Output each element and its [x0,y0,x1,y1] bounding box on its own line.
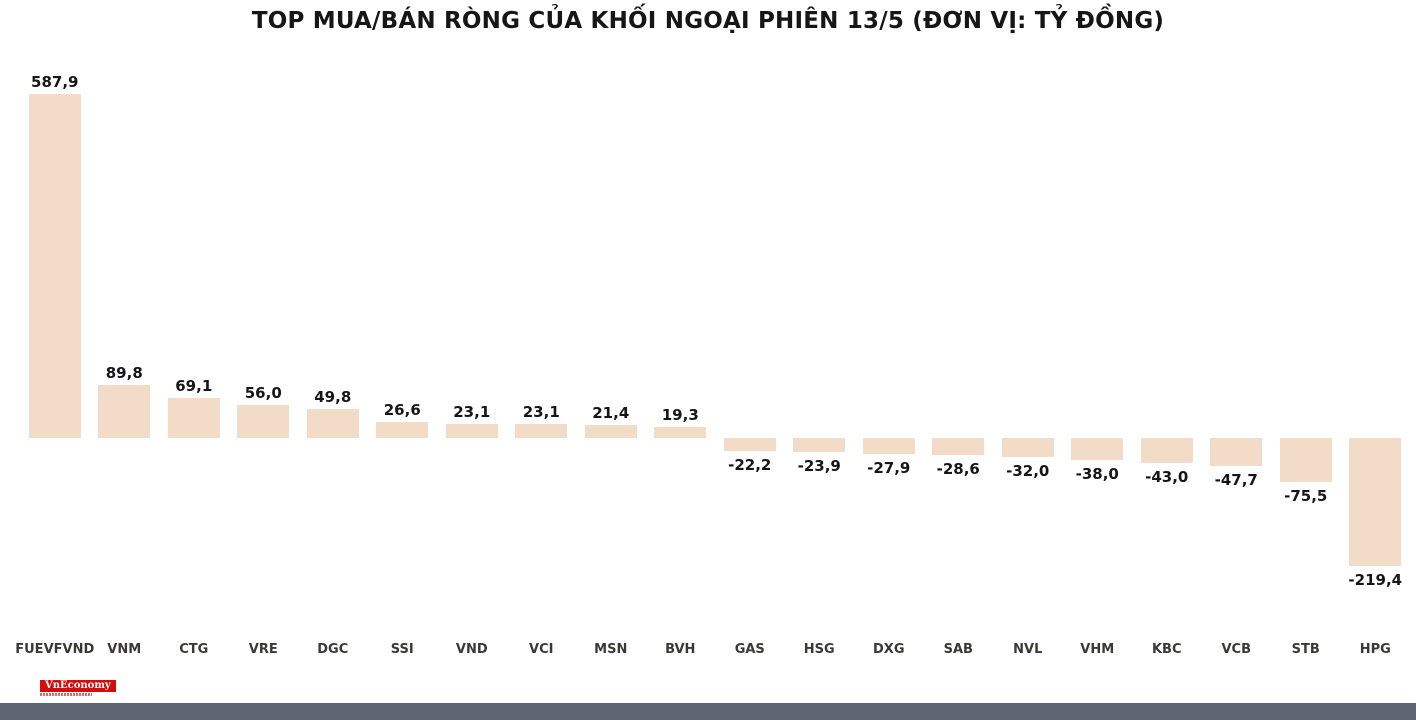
value-label-dgc: 49,8 [314,387,352,406]
value-label-msn: 21,4 [592,404,630,423]
value-label-hpg: -219,4 [1348,571,1403,590]
value-label-vre: 56,0 [244,384,282,403]
bar-ctg [167,397,220,438]
category-label-fuevfvnd: FUEVFVND [15,642,95,657]
category-label-nvl: NVL [1013,642,1043,657]
bar-vcb [1210,438,1263,466]
value-label-ssi: 26,6 [383,401,421,420]
category-label-sab: SAB [943,642,973,657]
category-label-dxg: DXG [873,642,905,657]
chart-column-ctg: 69,1 CTG [159,48,229,660]
bar-ssi [376,422,429,438]
value-label-vhm: -38,0 [1075,465,1119,484]
vneconomy-logo: VnEconomy [40,673,116,696]
chart-column-dxg: -27,9 DXG [854,48,924,660]
category-label-hpg: HPG [1359,642,1391,657]
chart-column-gas: -22,2 GAS [715,48,785,660]
chart-column-vci: 23,1 VCI [507,48,577,660]
chart-column-stb: -75,5 STB [1271,48,1341,660]
value-label-vnd: 23,1 [453,403,491,422]
bar-fuevfvnd [28,94,81,438]
bar-chart: 587,9 FUEVFVND 89,8 VNM 69,1 CTG 56,0 VRE 49,8 DG… [15,48,1411,660]
category-label-vcb: VCB [1221,642,1252,657]
chart-column-hsg: -23,9 HSG [785,48,855,660]
value-label-dxg: -27,9 [867,459,911,478]
category-label-msn: MSN [594,642,628,657]
category-label-ssi: SSI [390,642,414,657]
bar-vhm [1071,438,1124,461]
bar-hsg [793,438,846,452]
chart-column-ssi: 26,6 SSI [368,48,438,660]
category-label-vci: VCI [529,642,554,657]
value-label-vci: 23,1 [522,403,560,422]
chart-column-vnm: 89,8 VNM [90,48,160,660]
category-label-vre: VRE [248,642,278,657]
bar-vnm [98,385,151,438]
value-label-hsg: -23,9 [797,456,841,475]
chart-title: TOP MUA/BÁN RÒNG CỦA KHỐI NGOẠI PHIÊN 13… [251,8,1165,34]
category-label-hsg: HSG [803,642,835,657]
bar-vci [515,424,568,438]
category-label-dgc: DGC [317,642,349,657]
bar-msn [584,425,637,438]
category-label-vnm: VNM [107,642,142,657]
value-label-ctg: 69,1 [175,376,213,395]
category-label-vnd: VND [455,642,488,657]
chart-column-nvl: -32,0 NVL [993,48,1063,660]
value-label-vcb: -47,7 [1214,470,1258,489]
chart-column-sab: -28,6 SAB [924,48,994,660]
chart-column-bvh: 19,3 BVH [646,48,716,660]
chart-column-vhm: -38,0 VHM [1063,48,1133,660]
bar-sab [932,438,985,455]
bar-bvh [654,426,707,438]
bar-gas [723,438,776,451]
bar-dgc [306,408,359,438]
value-label-sab: -28,6 [936,459,980,478]
vneconomy-logo-tagline [40,693,92,696]
chart-column-kbc: -43,0 KBC [1132,48,1202,660]
chart-column-dgc: 49,8 DGC [298,48,368,660]
chart-column-msn: 21,4 MSN [576,48,646,660]
category-label-vhm: VHM [1080,642,1115,657]
value-label-kbc: -43,0 [1145,468,1189,487]
value-label-bvh: 19,3 [661,405,699,424]
category-label-ctg: CTG [179,642,209,657]
value-label-fuevfvnd: 587,9 [31,73,79,92]
bar-hpg [1349,438,1402,567]
category-label-kbc: KBC [1151,642,1182,657]
vneconomy-logo-text: VnEconomy [40,680,116,692]
value-label-gas: -22,2 [728,455,772,474]
bottom-strip [0,703,1416,720]
bar-vre [237,405,290,438]
category-label-bvh: BVH [665,642,696,657]
category-label-stb: STB [1291,642,1320,657]
chart-column-vnd: 23,1 VND [437,48,507,660]
bar-vnd [445,424,498,438]
chart-column-vcb: -47,7 VCB [1202,48,1272,660]
chart-column-fuevfvnd: 587,9 FUEVFVND [15,48,94,660]
value-label-vnm: 89,8 [105,364,143,383]
bar-kbc [1140,438,1193,464]
category-label-gas: GAS [734,642,765,657]
chart-column-hpg: -219,4 HPG [1341,48,1411,660]
chart-column-vre: 56,0 VRE [229,48,299,660]
value-label-stb: -75,5 [1284,487,1328,506]
bar-dxg [862,438,915,455]
bar-stb [1279,438,1332,483]
bar-nvl [1001,438,1054,457]
value-label-nvl: -32,0 [1006,461,1050,480]
